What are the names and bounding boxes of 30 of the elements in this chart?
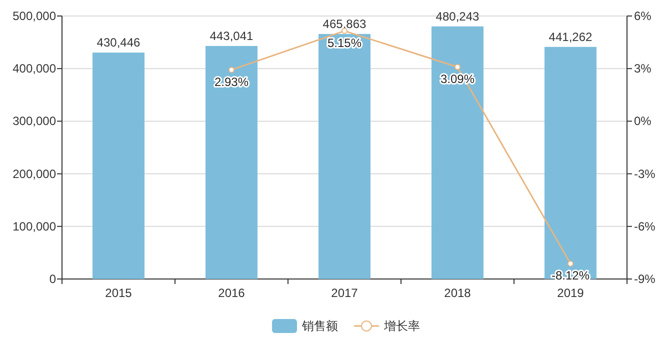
y-tick-label: 0 xyxy=(49,272,56,286)
x-tick-label: 2019 xyxy=(557,286,584,300)
data-label: 2.93% xyxy=(214,74,249,89)
x-tick-label: 2018 xyxy=(444,286,472,300)
y-tick-label: 400,000 xyxy=(12,62,56,76)
data-label: -8.12% xyxy=(551,268,590,283)
legend-label: 增长率 xyxy=(383,319,420,333)
y2-tick-label: -6% xyxy=(634,219,656,234)
data-label: 430,446 xyxy=(96,36,141,50)
data-label: 465,863 xyxy=(322,16,367,31)
data-label: 441,262 xyxy=(548,30,593,44)
x-tick-label: 2016 xyxy=(218,286,246,300)
x-tick-label: 2015 xyxy=(105,286,132,300)
y2-tick-label: -9% xyxy=(634,272,656,286)
y2-tick-label: 0% xyxy=(634,114,652,128)
data-label: 443,041 xyxy=(210,28,254,43)
y-tick-label: 300,000 xyxy=(12,114,56,128)
x-tick-label: 2017 xyxy=(331,286,358,300)
y2-tick-label: 3% xyxy=(634,62,652,76)
y2-tick-label: -3% xyxy=(634,166,656,181)
point xyxy=(568,260,574,267)
y-tick-label: 500,000 xyxy=(12,9,56,23)
legend-label: 销售额 xyxy=(301,319,338,333)
point xyxy=(454,64,460,70)
point xyxy=(228,66,234,73)
y-tick-label: 200,000 xyxy=(12,166,56,181)
data-label: 480,243 xyxy=(436,9,480,24)
y2-tick-label: 6% xyxy=(634,9,652,23)
y-tick-label: 100,000 xyxy=(12,219,56,234)
data-label: 5.15% xyxy=(327,36,362,50)
